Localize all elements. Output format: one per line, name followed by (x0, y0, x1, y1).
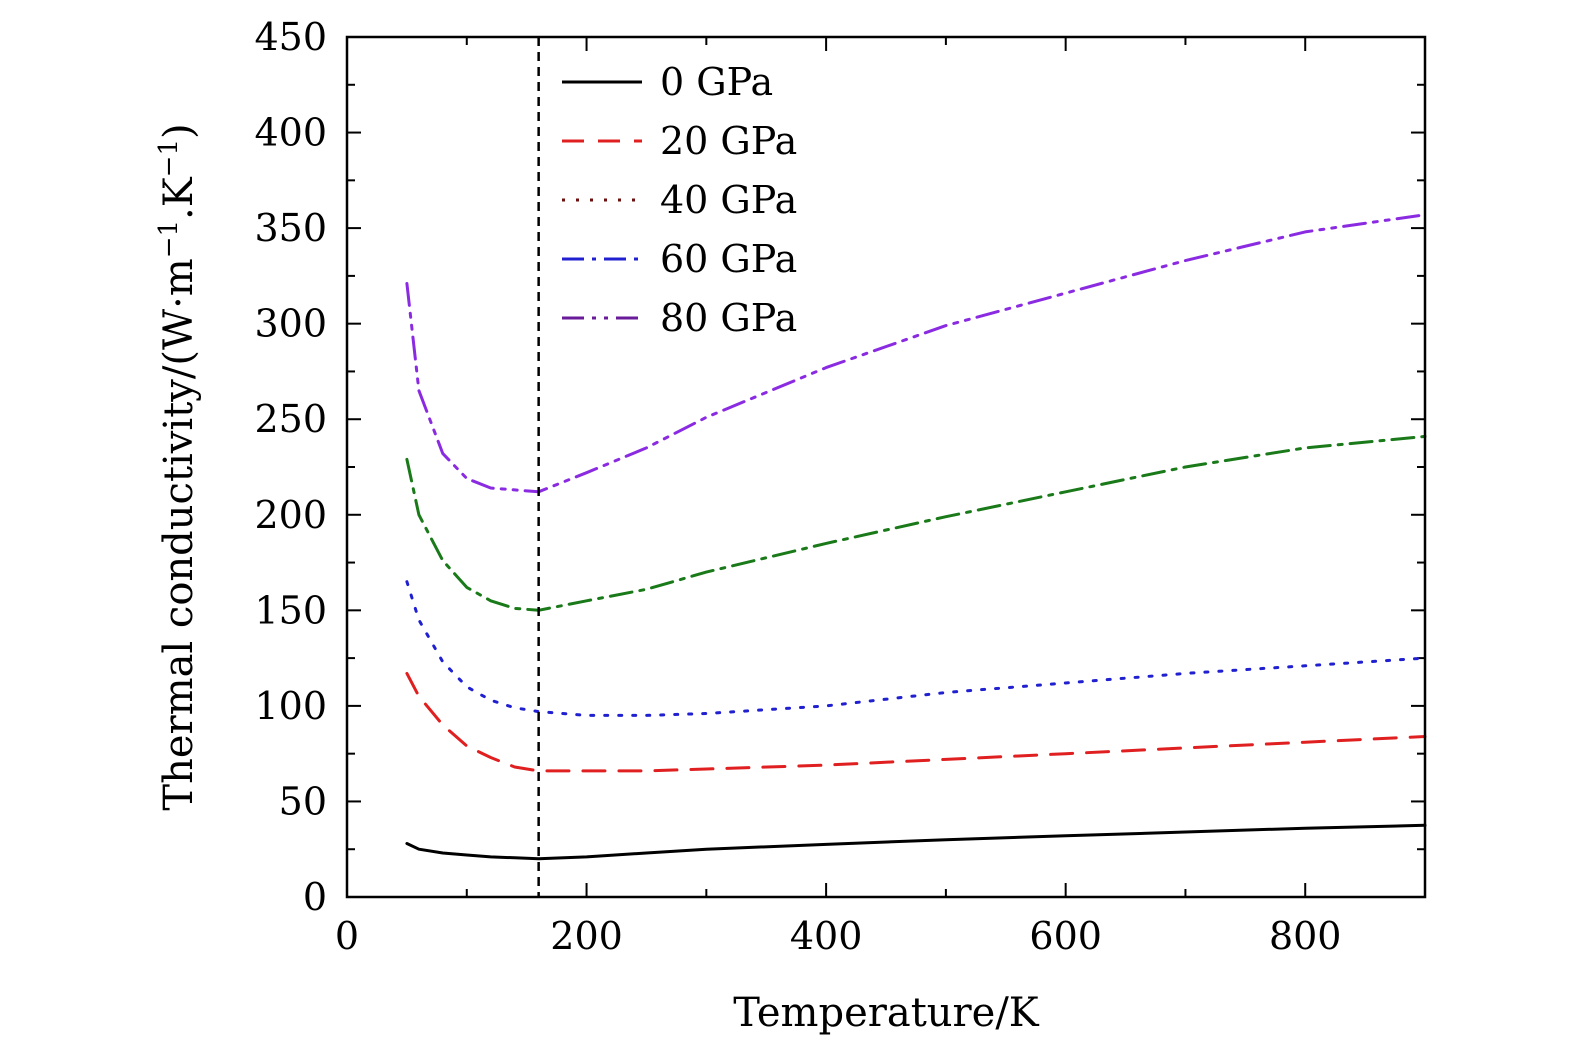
y-tick-label: 450 (254, 15, 327, 59)
y-tick-label: 50 (279, 779, 327, 823)
legend-label: 80 GPa (660, 296, 797, 340)
x-tick-label: 600 (1029, 914, 1102, 958)
y-tick-label: 300 (254, 302, 327, 346)
series-line-60-gpa (405, 434, 1427, 612)
y-axis-title-mid: .K (156, 176, 202, 220)
series-line-20-gpa (405, 671, 1427, 773)
legend-label: 20 GPa (660, 119, 797, 163)
x-axis-title: Temperature/K (733, 990, 1040, 1036)
data-series (405, 213, 1427, 861)
y-axis-title-lead: Thermal conductivity/(W·m (156, 258, 202, 810)
y-axis-title-tail: ) (156, 123, 202, 139)
plot-frame (345, 35, 1427, 899)
y-axis-title: Thermal conductivity/(W·m−1.K−1) (154, 123, 202, 810)
y-tick-label: 150 (254, 588, 327, 632)
series-line-40-gpa (405, 580, 1427, 717)
y-tick-label: 400 (254, 111, 327, 155)
y-tick-label: 250 (254, 397, 327, 441)
series-line-80-gpa (405, 213, 1427, 494)
x-tick-label: 200 (550, 914, 623, 958)
y-tick-label: 200 (254, 493, 327, 537)
legend-label: 0 GPa (660, 60, 773, 104)
y-tick-label: 100 (254, 684, 327, 728)
legend-label: 60 GPa (660, 237, 797, 281)
x-tick-label: 800 (1269, 914, 1342, 958)
legend: 0 GPa 20 GPa 40 GPa 60 GPa 80 GPa (562, 60, 797, 340)
y-tick-label: 350 (254, 206, 327, 250)
x-tick-label: 0 (335, 914, 359, 958)
tick-labels: 0 200 400 600 800 0 50 100 150 200 250 300 350 400 450 (254, 15, 1341, 958)
tick-marks (346, 36, 1426, 898)
series-line-0-gpa (405, 823, 1427, 861)
y-tick-label: 0 (303, 875, 327, 919)
y-axis-title-exp2: −1 (154, 139, 184, 177)
x-tick-label: 400 (790, 914, 863, 958)
y-axis-title-exp1: −1 (154, 220, 184, 258)
legend-label: 40 GPa (660, 178, 797, 222)
